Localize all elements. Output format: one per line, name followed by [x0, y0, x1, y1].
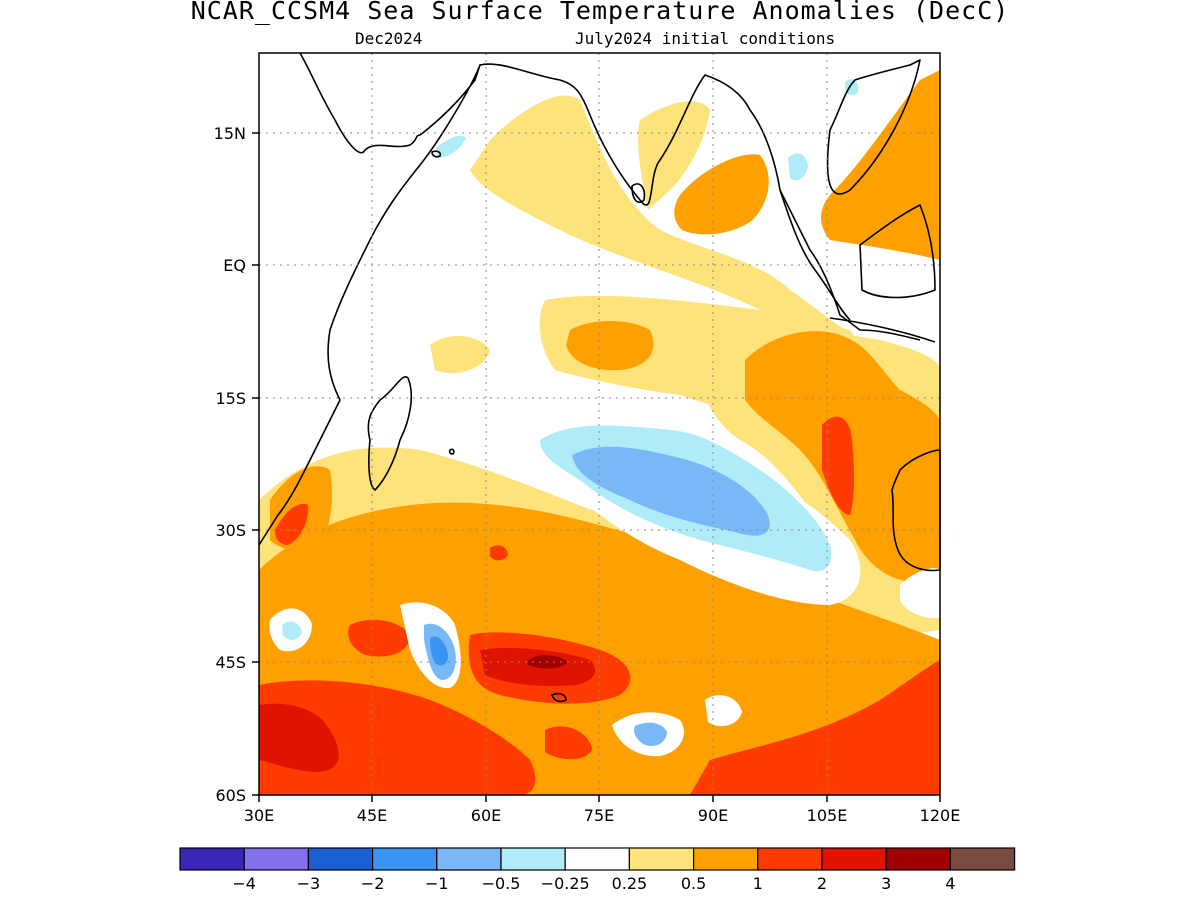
cold-spot-south-b-inner [634, 722, 667, 746]
kerguelen-island [551, 692, 567, 703]
colorbar-swatch [692, 847, 759, 871]
lat-label-15s: 15S [215, 389, 246, 408]
lon-label-75e: 75E [584, 806, 614, 825]
init-conditions-label: July2024 initial conditions [575, 29, 836, 48]
latitude-labels: 15N EQ 15S 30S 45S 60S [214, 124, 246, 805]
lon-label-30e: 30E [244, 806, 274, 825]
colorbar-swatch [628, 847, 695, 871]
map-title: NCAR_CCSM4 Sea Surface Temperature Anoma… [190, 0, 1010, 25]
colorbar-label: −1 [425, 874, 449, 893]
lon-label-60e: 60E [471, 806, 501, 825]
colorbar-swatch [243, 847, 309, 871]
mauritius-island [448, 448, 455, 455]
lat-label-45s: 45S [215, 653, 246, 672]
colorbar-swatch [757, 847, 823, 871]
very-strong-warm-southwest-core [259, 703, 339, 772]
graticule [259, 53, 940, 795]
africa-coastline [258, 52, 481, 546]
moderate-warm-equatorial-patch [566, 321, 654, 371]
lat-label-60s: 60S [215, 786, 246, 805]
colorbar-label: −3 [297, 874, 321, 893]
colorbar-swatch [500, 847, 566, 871]
malay-coastline [779, 189, 851, 321]
borneo-coastline [859, 204, 936, 299]
colorbar-label: 1 [753, 874, 763, 893]
sri-lanka-coastline [631, 183, 646, 204]
colorbar-label: −0.5 [482, 874, 521, 893]
valid-month-label: Dec2024 [355, 29, 423, 48]
lon-label-120e: 120E [920, 806, 961, 825]
strong-warm-crozet-patch [348, 619, 410, 657]
weak-warm-bay-of-bengal-region [637, 101, 710, 210]
colorbar-swatch [885, 847, 952, 871]
cold-spot-red-sea [436, 135, 466, 158]
moderate-warm-bay-of-bengal-region [674, 154, 769, 235]
strong-warm-southeast-region [690, 660, 940, 795]
colorbar-swatch [372, 847, 438, 871]
cold-spot-south-d [705, 695, 742, 727]
weak-warm-arabian-sea-region [470, 95, 860, 346]
lon-label-45e: 45E [357, 806, 387, 825]
lon-label-90e: 90E [698, 806, 728, 825]
colorbar-label: 3 [881, 874, 891, 893]
cold-south-indian-core [572, 446, 770, 536]
colorbar-swatch [821, 847, 887, 871]
longitude-labels: 30E 45E 60E 75E 90E 105E 120E [244, 806, 961, 825]
near-zero-east-south-patch [900, 568, 940, 619]
colorbar-label: 4 [945, 874, 955, 893]
lat-label-15n: 15N [214, 124, 246, 143]
australia-coastline [891, 449, 941, 572]
strong-warm-sub-spot [545, 726, 592, 760]
cold-spot-south-a-core [430, 636, 448, 666]
colorbar-swatch [949, 847, 1016, 871]
weak-warm-small-patch-west [430, 335, 490, 374]
moderate-warm-south-china-sea-region [821, 70, 940, 260]
colorbar-swatch [564, 847, 631, 871]
cold-spot-andaman [788, 153, 808, 181]
strong-warm-madagascar-south [275, 503, 309, 545]
colorbar-label: 2 [817, 874, 827, 893]
colorbar-label: −2 [361, 874, 385, 893]
lat-label-eq: EQ [223, 256, 246, 275]
axis-ticks [252, 132, 941, 802]
colorbar-swatch [307, 847, 374, 871]
colorbar: −4 −3 −2 −1 −0.5 −0.25 0.25 0.5 1 2 3 4 [179, 847, 1016, 893]
java-coastline [829, 317, 936, 343]
colorbar-label: −4 [232, 874, 256, 893]
lat-label-30s: 30S [215, 521, 246, 540]
colorbar-swatch [179, 847, 245, 871]
coastlines [258, 52, 941, 703]
indochina-coastline [826, 59, 921, 195]
colorbar-swatch [436, 847, 502, 871]
colorbar-label: 0.5 [681, 874, 706, 893]
socotra-island [431, 150, 442, 158]
strong-warm-small-spot [490, 545, 508, 561]
colorbar-label: −0.25 [541, 874, 590, 893]
colorbar-label: 0.25 [612, 874, 648, 893]
strong-warm-australia-coast-strip [822, 416, 855, 515]
cold-spot-south-c-inner [282, 621, 302, 640]
madagascar-coastline [367, 376, 413, 491]
lon-label-105e: 105E [807, 806, 848, 825]
arabia-coastline [479, 63, 921, 341]
